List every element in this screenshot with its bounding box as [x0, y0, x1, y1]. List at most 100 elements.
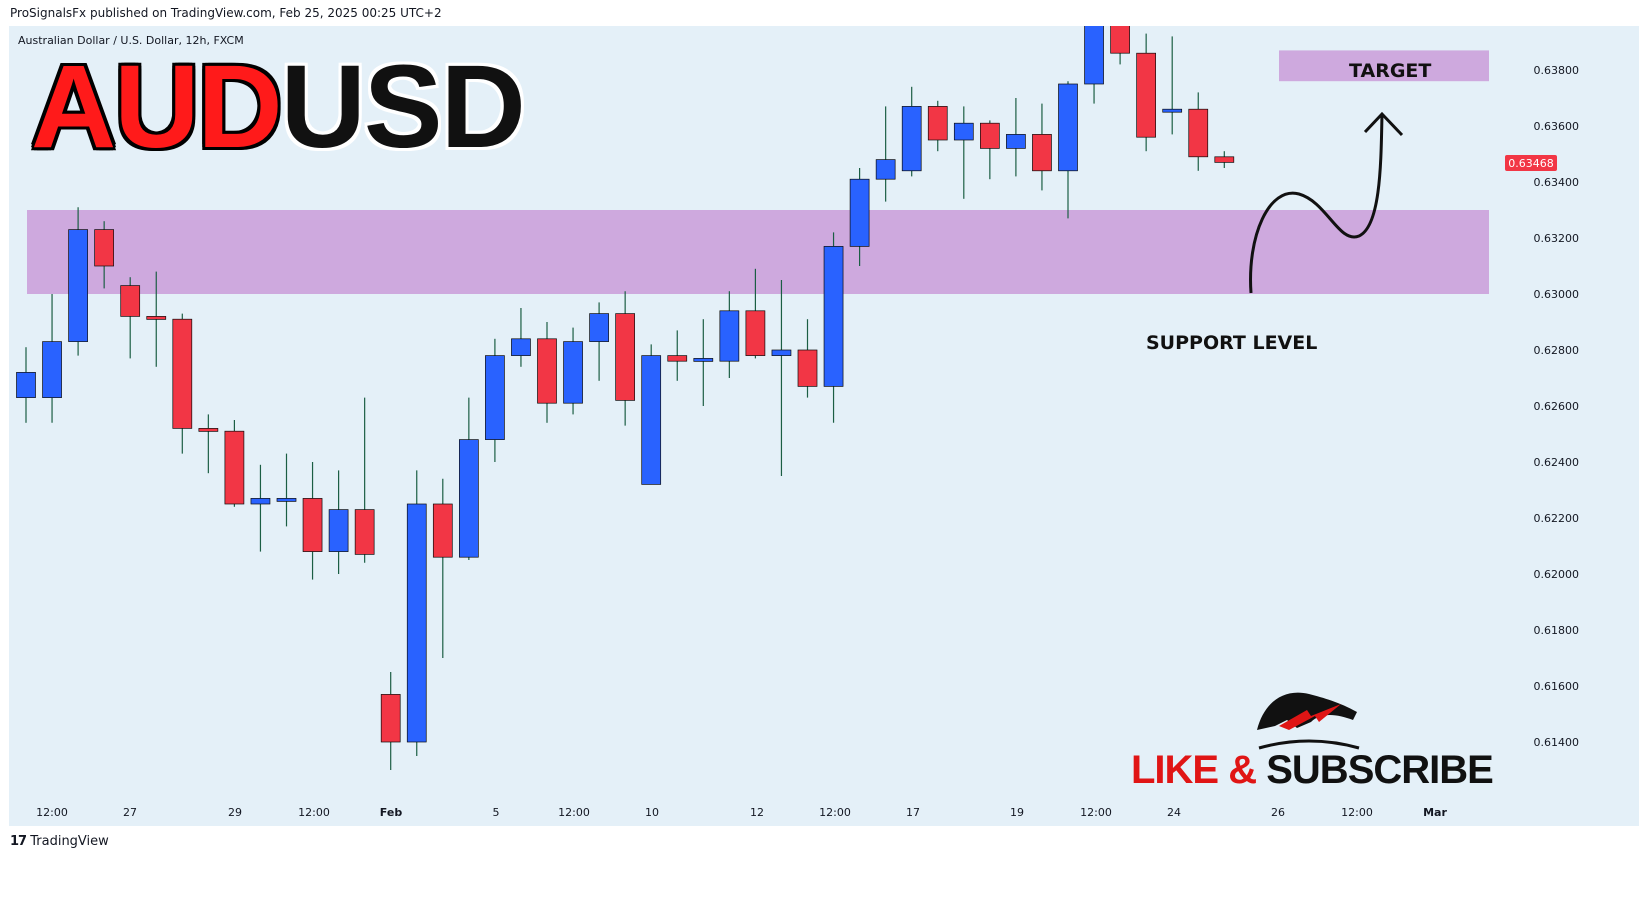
candle-body	[1188, 108, 1209, 158]
zones-layer	[27, 50, 1489, 294]
candle-body	[953, 122, 974, 141]
chart-area[interactable]: 0.640000.638000.636000.634000.632000.630…	[9, 26, 1639, 826]
candle-body	[94, 229, 115, 267]
candle-body	[719, 310, 740, 362]
candle	[16, 347, 36, 423]
brand-name: TradingView	[30, 834, 109, 849]
candle	[224, 420, 245, 507]
pair-title: AUDUSD	[31, 48, 526, 166]
candle	[615, 291, 636, 426]
price-tick-label: 0.62800	[1534, 344, 1580, 357]
candlestick-chart[interactable]: 0.640000.638000.636000.634000.632000.630…	[9, 26, 1639, 826]
candle	[42, 294, 62, 423]
candle-body	[667, 355, 688, 362]
time-tick-label: 12:00	[1080, 806, 1112, 819]
candle	[1162, 36, 1183, 135]
price-tick-label: 0.61800	[1534, 624, 1580, 637]
candle-body	[901, 106, 922, 172]
time-tick-label: Mar	[1423, 806, 1447, 819]
candle-body	[16, 372, 36, 398]
footer-brand[interactable]: 17 TradingView	[10, 834, 109, 849]
candle	[771, 280, 792, 476]
candle	[901, 86, 922, 177]
candle-body	[979, 122, 1000, 149]
support-label: SUPPORT LEVEL	[1146, 332, 1318, 354]
candle	[328, 470, 349, 574]
candle	[823, 232, 844, 423]
candle-body	[693, 358, 714, 362]
price-tick-label: 0.63800	[1534, 64, 1580, 77]
candle	[406, 470, 427, 756]
candle-body	[1162, 108, 1183, 113]
time-tick-label: 27	[123, 806, 137, 819]
bull-logo	[1257, 692, 1360, 750]
time-tick-label: 29	[228, 806, 242, 819]
candle	[68, 207, 88, 356]
candle	[250, 464, 271, 552]
target-label: TARGET	[1349, 60, 1432, 82]
candle	[875, 106, 896, 202]
target-zone	[1279, 50, 1489, 82]
candle	[276, 453, 297, 527]
price-tick-label: 0.62000	[1534, 568, 1580, 581]
candle-body	[797, 349, 818, 387]
candle	[485, 338, 505, 462]
candle-body	[380, 694, 401, 743]
price-axis: 0.640000.638000.636000.634000.632000.630…	[1534, 64, 1580, 749]
last-price-text: 0.63468	[1508, 157, 1554, 170]
price-tick-label: 0.63200	[1534, 232, 1580, 245]
price-tick-label: 0.63400	[1534, 176, 1580, 189]
time-tick-label: Feb	[380, 806, 403, 819]
time-tick-label: 12:00	[558, 806, 590, 819]
symbol-description: Australian Dollar / U.S. Dollar, 12h, FX…	[18, 34, 244, 47]
candle	[1006, 98, 1026, 177]
last-price-marker: 0.63468	[1505, 154, 1557, 171]
time-tick-label: 26	[1271, 806, 1285, 819]
price-tick-label: 0.62400	[1534, 456, 1580, 469]
candle-body	[302, 498, 323, 552]
like-subscribe-banner: LIKE & SUBSCRIBE	[1131, 748, 1494, 793]
candle-body	[146, 316, 167, 320]
time-tick-label: 12:00	[1341, 806, 1373, 819]
candle	[693, 319, 714, 406]
published-info: ProSignalsFx published on TradingView.co…	[10, 6, 442, 20]
candle-body	[432, 503, 453, 558]
candle-body	[172, 318, 193, 429]
candle	[1214, 151, 1235, 168]
candle	[459, 397, 479, 560]
candles-layer	[16, 26, 1235, 770]
subscribe-text: SUBSCRIBE	[1266, 748, 1494, 792]
last-price-badge	[1505, 154, 1557, 171]
candle-body	[823, 246, 844, 387]
candle-body	[771, 349, 792, 356]
candle-body	[68, 229, 88, 342]
candle-body	[120, 285, 141, 317]
candle	[563, 327, 583, 415]
price-tick-label: 0.62600	[1534, 400, 1580, 413]
candle-body	[328, 509, 349, 552]
time-tick-label: 12	[750, 806, 764, 819]
candle	[797, 319, 818, 398]
candle-body	[1058, 83, 1078, 172]
candle	[537, 322, 557, 423]
candle	[511, 308, 531, 367]
candle-body	[1032, 134, 1052, 172]
support-zone	[27, 210, 1489, 294]
candle-body	[745, 310, 766, 356]
candle	[719, 291, 740, 378]
candle	[198, 414, 219, 474]
candle-body	[198, 428, 219, 432]
candle	[120, 277, 141, 359]
candle	[953, 106, 974, 199]
candle-body	[459, 439, 479, 558]
candle-body	[1084, 26, 1104, 85]
candle	[667, 330, 688, 381]
candle-body	[511, 338, 531, 356]
price-tick-label: 0.61600	[1534, 680, 1580, 693]
time-tick-label: 5	[493, 806, 500, 819]
price-tick-label: 0.61400	[1534, 736, 1580, 749]
candle	[172, 313, 193, 454]
candle-body	[406, 503, 427, 743]
candle-body	[250, 498, 271, 505]
time-tick-label: 17	[906, 806, 920, 819]
